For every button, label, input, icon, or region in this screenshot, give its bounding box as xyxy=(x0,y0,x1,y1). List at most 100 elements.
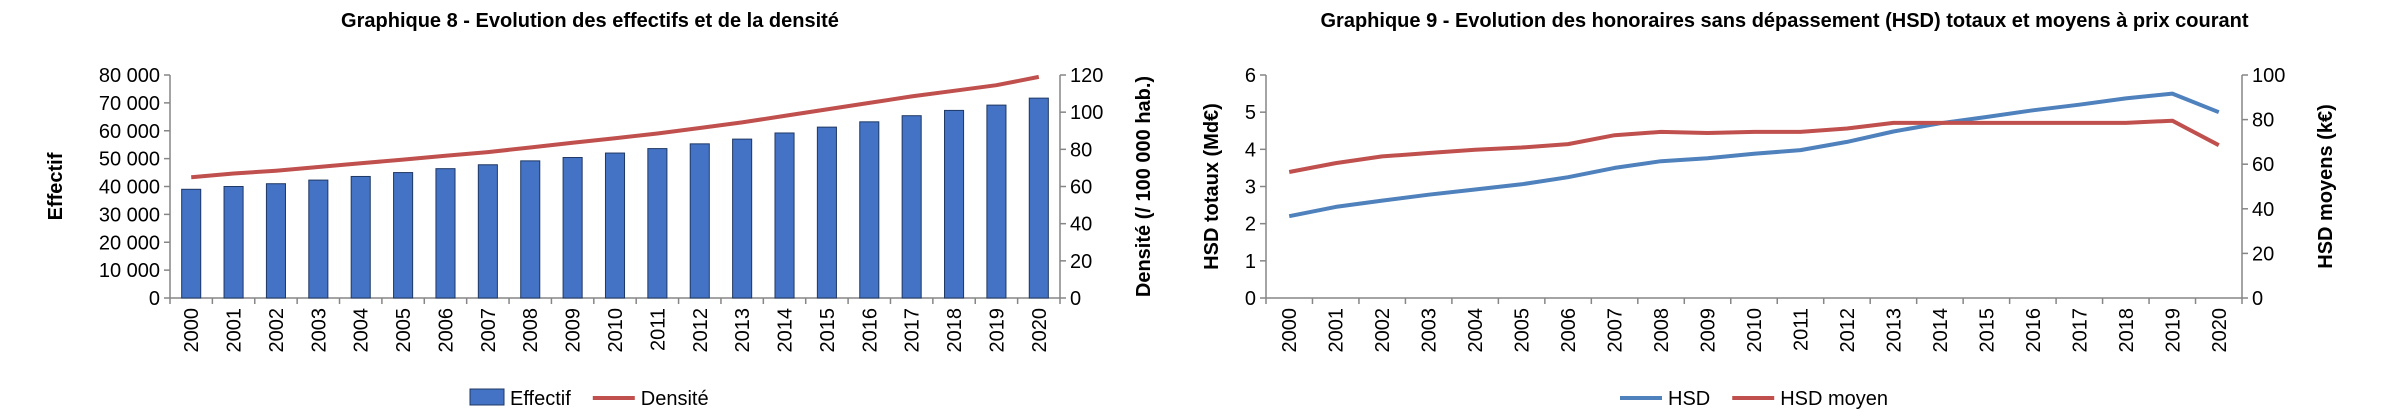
bar-effectif xyxy=(647,148,668,299)
y-right-tick-label: 80 xyxy=(2252,110,2274,132)
y-tick-label: 5 xyxy=(1245,102,1256,124)
y-tick-label: 80 000 xyxy=(99,65,160,87)
bar-effectif xyxy=(520,160,541,299)
x-tick-label: 2019 xyxy=(2162,308,2184,353)
bar-effectif xyxy=(604,152,626,299)
y-tick-label: 0 xyxy=(149,288,160,310)
y-right-tick-label: 60 xyxy=(1070,177,1092,199)
bar-effectif xyxy=(223,186,244,299)
y-tick-label: 2 xyxy=(1245,214,1256,236)
x-tick-label: 2009 xyxy=(1698,308,1720,353)
x-tick-label: 2007 xyxy=(1605,308,1627,353)
x-tick-label: 2012 xyxy=(1837,308,1859,353)
y-right-tick-label: 40 xyxy=(2252,199,2274,221)
y-tick-label: 50 000 xyxy=(99,149,160,171)
x-tick-label: 2010 xyxy=(605,308,627,353)
x-tick-label: 2004 xyxy=(351,308,373,353)
y-right-tick-label: 20 xyxy=(1070,251,1092,273)
x-tick-label: 2010 xyxy=(1744,308,1766,353)
y-right-tick-label: 40 xyxy=(1070,214,1092,236)
y-axis-title: Effectif xyxy=(45,152,67,220)
y-right-tick-label: 20 xyxy=(2252,243,2274,265)
x-tick-label: 2020 xyxy=(2209,308,2231,353)
chart-title: Graphique 9 - Evolution des honoraires s… xyxy=(1320,10,2249,32)
x-tick-label: 2015 xyxy=(817,308,839,353)
legend-label-effectif: Effectif xyxy=(510,388,571,410)
x-tick-label: 2014 xyxy=(1930,308,1952,353)
x-tick-label: 2001 xyxy=(224,308,246,353)
x-tick-label: 2000 xyxy=(181,308,203,353)
x-tick-label: 2018 xyxy=(944,308,966,353)
bar-effectif xyxy=(774,132,795,299)
y-right-tick-label: 120 xyxy=(1070,65,1103,87)
x-tick-label: 2008 xyxy=(1651,308,1673,353)
x-tick-label: 2016 xyxy=(859,308,881,353)
x-tick-label: 2001 xyxy=(1326,308,1348,353)
x-tick-label: 2011 xyxy=(1790,308,1812,351)
y-tick-label: 0 xyxy=(1245,288,1256,310)
bar-effectif xyxy=(859,121,880,299)
x-tick-label: 2013 xyxy=(1883,308,1905,353)
y-right-tick-label: 100 xyxy=(1070,102,1103,124)
x-tick-label: 2009 xyxy=(563,308,585,353)
legend-label-hsd-moyen: HSD moyen xyxy=(1780,388,1888,410)
x-tick-label: 2008 xyxy=(520,308,542,353)
x-tick-label: 2018 xyxy=(2116,308,2138,353)
legend-label-densit-: Densité xyxy=(641,388,709,410)
y-tick-label: 3 xyxy=(1245,177,1256,199)
bar-effectif xyxy=(181,188,202,299)
y-tick-label: 6 xyxy=(1245,65,1256,87)
x-tick-label: 2002 xyxy=(1372,308,1394,353)
y-right-axis-title: HSD moyens (k€) xyxy=(2315,104,2337,269)
chart-panel-effectifs: Graphique 8 - Evolution des effectifs et… xyxy=(0,0,1180,417)
bar-effectif xyxy=(816,126,837,299)
x-tick-label: 2005 xyxy=(1512,308,1534,353)
x-tick-label: 2000 xyxy=(1279,308,1301,353)
x-tick-label: 2016 xyxy=(2023,308,2045,353)
x-tick-label: 2015 xyxy=(1976,308,1998,353)
y-right-tick-label: 60 xyxy=(2252,154,2274,176)
line-densit- xyxy=(191,74,1040,180)
y-right-tick-label: 0 xyxy=(1070,288,1081,310)
x-tick-label: 2017 xyxy=(902,308,924,353)
x-tick-label: 2002 xyxy=(266,308,288,353)
bar-effectif xyxy=(986,104,1007,299)
y-right-tick-label: 100 xyxy=(2252,65,2285,87)
chart-title: Graphique 8 - Evolution des effectifs et… xyxy=(341,10,839,32)
x-tick-label: 2006 xyxy=(435,308,457,353)
x-tick-label: 2020 xyxy=(1029,308,1051,353)
legend-label-hsd: HSD xyxy=(1668,388,1710,410)
y-tick-label: 1 xyxy=(1245,251,1256,273)
bar-effectif xyxy=(393,172,414,299)
bar-effectif xyxy=(435,168,456,299)
chart-panel-honoraires: Graphique 9 - Evolution des honoraires s… xyxy=(1180,0,2389,417)
bar-effectif xyxy=(477,164,498,299)
y-right-tick-label: 80 xyxy=(1070,139,1092,161)
bar-effectif xyxy=(1028,97,1049,299)
y-tick-label: 40 000 xyxy=(99,177,160,199)
y-tick-label: 70 000 xyxy=(99,93,160,115)
x-tick-label: 2013 xyxy=(732,308,754,353)
x-tick-label: 2011 xyxy=(647,308,669,351)
x-tick-label: 2012 xyxy=(690,308,712,353)
line-hsd xyxy=(1288,91,2220,219)
bar-effectif xyxy=(562,157,583,299)
x-tick-label: 2003 xyxy=(308,308,330,353)
y-tick-label: 4 xyxy=(1245,139,1256,161)
bar-effectif xyxy=(350,175,371,299)
y-tick-label: 20 000 xyxy=(99,232,160,254)
x-tick-label: 2005 xyxy=(393,308,415,353)
bar-effectif xyxy=(689,143,710,299)
y-tick-label: 10 000 xyxy=(99,260,160,282)
bar-effectif xyxy=(308,179,329,299)
x-tick-label: 2019 xyxy=(986,308,1008,353)
chart-effectifs-densite: 0 10 000 20 000 30 000 40 000 50 000 60 000 70 … xyxy=(45,65,1155,410)
x-tick-label: 2007 xyxy=(478,308,500,353)
bar-effectif xyxy=(732,138,753,299)
x-tick-label: 2004 xyxy=(1465,308,1487,353)
bar-effectif xyxy=(265,183,286,299)
bar-effectif xyxy=(901,115,922,299)
y-right-axis-title: Densité (/ 100 000 hab.) xyxy=(1133,76,1155,297)
y-tick-label: 30 000 xyxy=(99,204,160,226)
